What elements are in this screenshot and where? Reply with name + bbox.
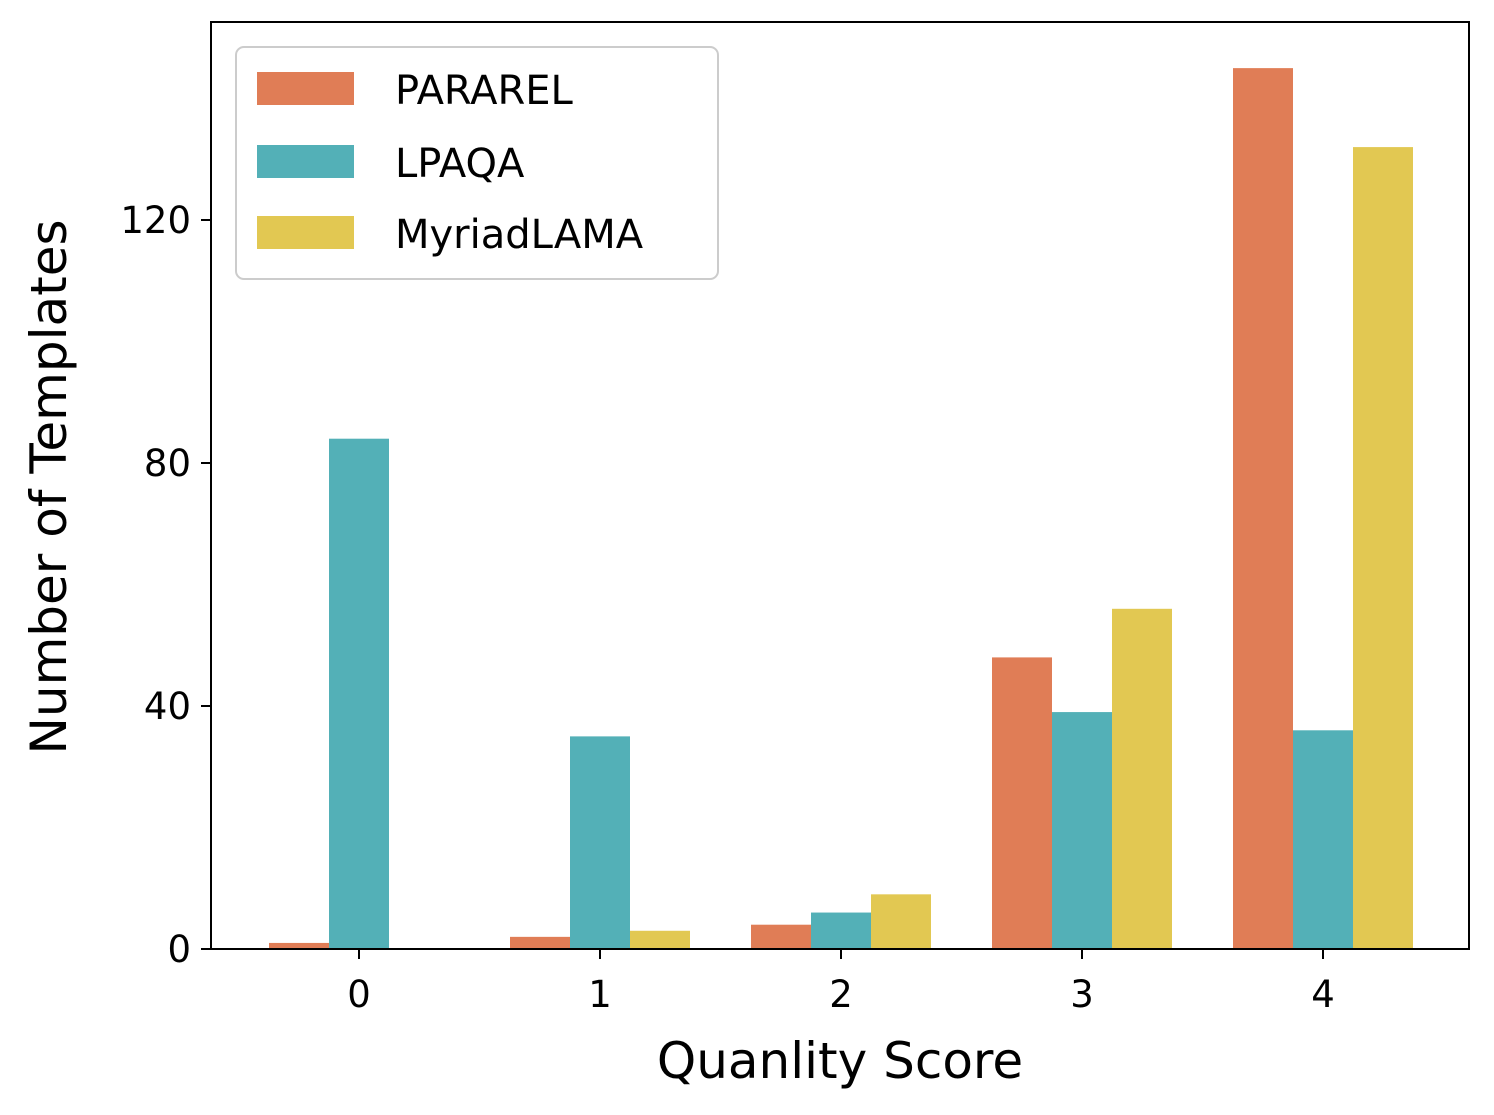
bars-group (269, 68, 1413, 950)
bar-myriadlama-1 (630, 930, 690, 949)
legend-label-myriadlama: MyriadLAMA (395, 212, 644, 258)
legend-box (235, 46, 719, 280)
bar-lpaqa-2 (811, 912, 871, 949)
x-tick-label-0: 0 (347, 973, 371, 1016)
x-tick-label-2: 2 (829, 973, 853, 1016)
bar-pararel-0 (269, 942, 329, 949)
y-tick-label-0: 0 (167, 928, 191, 971)
x-tick-label-4: 4 (1311, 973, 1335, 1016)
y-tick-label-40: 40 (144, 685, 191, 728)
legend-swatch-pararel (257, 72, 354, 105)
bar-pararel-3 (992, 657, 1052, 949)
legend-swatch-myriadlama (257, 216, 354, 249)
y-tick-label-120: 120 (120, 199, 191, 242)
bar-lpaqa-1 (570, 736, 630, 949)
bar-pararel-4 (1233, 68, 1293, 949)
bar-pararel-1 (510, 936, 570, 949)
bar-pararel-2 (751, 924, 811, 949)
x-tick-label-1: 1 (588, 973, 612, 1016)
legend: PARAREL LPAQA MyriadLAMA (235, 46, 719, 280)
bar-lpaqa-3 (1052, 712, 1112, 949)
bar-myriadlama-2 (871, 894, 931, 949)
y-tick-label-80: 80 (144, 442, 191, 485)
legend-swatch-lpaqa (257, 145, 354, 178)
legend-label-pararel: PARAREL (395, 68, 574, 114)
y-axis: 0 40 80 120 (120, 199, 211, 971)
y-axis-title: Number of Templates (20, 219, 78, 754)
legend-label-lpaqa: LPAQA (395, 141, 525, 187)
bar-lpaqa-0 (329, 438, 389, 949)
x-tick-label-3: 3 (1070, 973, 1094, 1016)
bar-myriadlama-3 (1112, 608, 1172, 949)
x-axis-title: Quanlity Score (657, 1032, 1023, 1090)
bar-myriadlama-4 (1353, 147, 1413, 950)
bar-lpaqa-4 (1293, 730, 1353, 949)
x-axis: 0 1 2 3 4 (347, 949, 1335, 1016)
